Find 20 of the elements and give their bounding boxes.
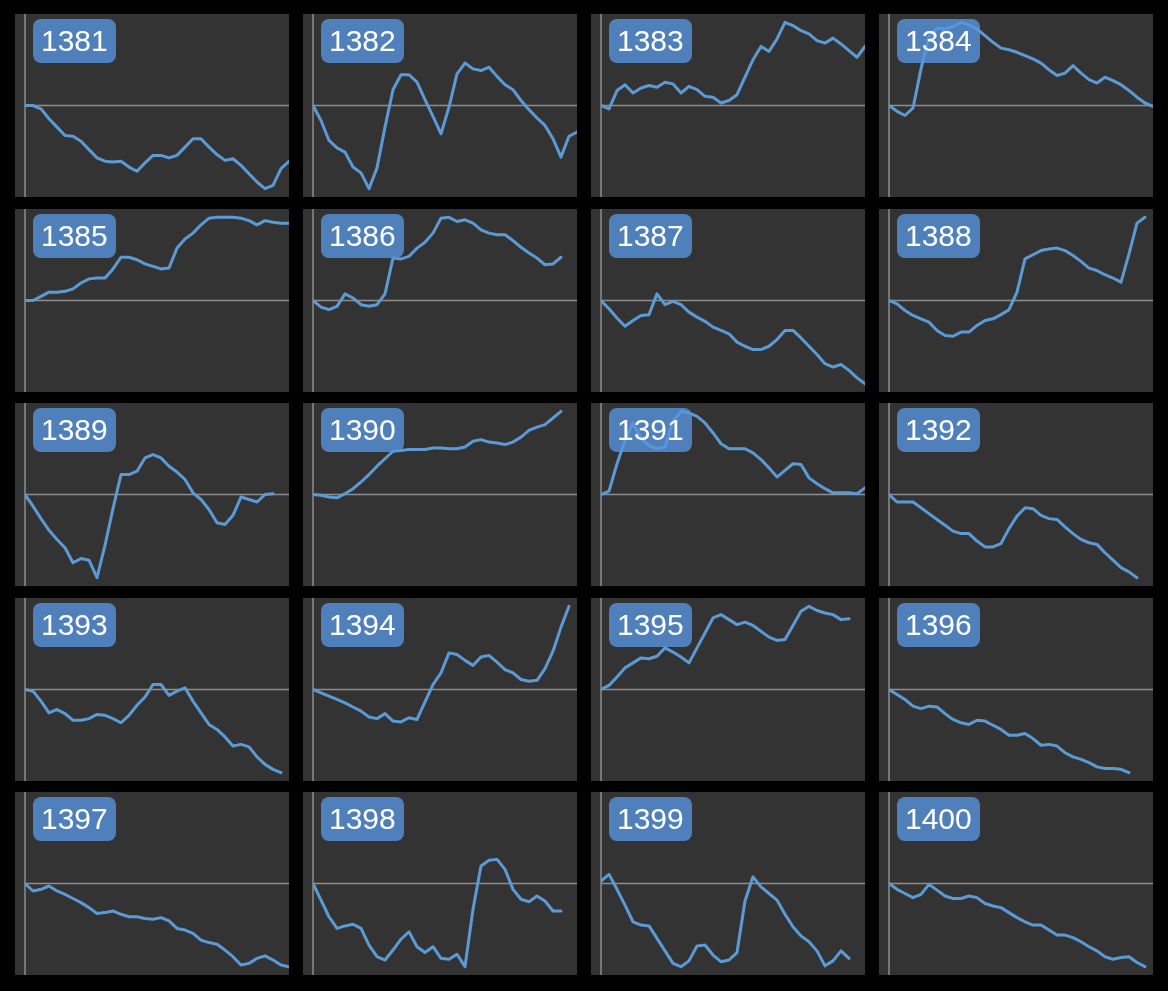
chart-title: 1392 — [897, 408, 980, 452]
chart-title: 1384 — [897, 19, 980, 63]
chart-title: 1391 — [609, 408, 692, 452]
chart-title: 1396 — [897, 602, 980, 647]
chart-title: 1387 — [609, 213, 692, 258]
chart-title: 1397 — [33, 797, 116, 841]
chart-title: 1388 — [897, 213, 980, 258]
chart-title: 1400 — [897, 797, 980, 841]
chart-title: 1395 — [609, 602, 692, 647]
chart-title: 1382 — [321, 19, 404, 63]
chart-title: 1394 — [321, 602, 404, 647]
chart-title: 1393 — [33, 602, 116, 647]
chart-title: 1383 — [609, 19, 692, 63]
chart-title: 1399 — [609, 797, 692, 841]
chart-title: 1386 — [321, 213, 404, 258]
chart-title: 1390 — [321, 408, 404, 452]
chart-title: 1389 — [33, 408, 116, 452]
chart-title: 1398 — [321, 797, 404, 841]
chart-title: 1381 — [33, 19, 116, 63]
chart-title: 1385 — [33, 213, 116, 258]
